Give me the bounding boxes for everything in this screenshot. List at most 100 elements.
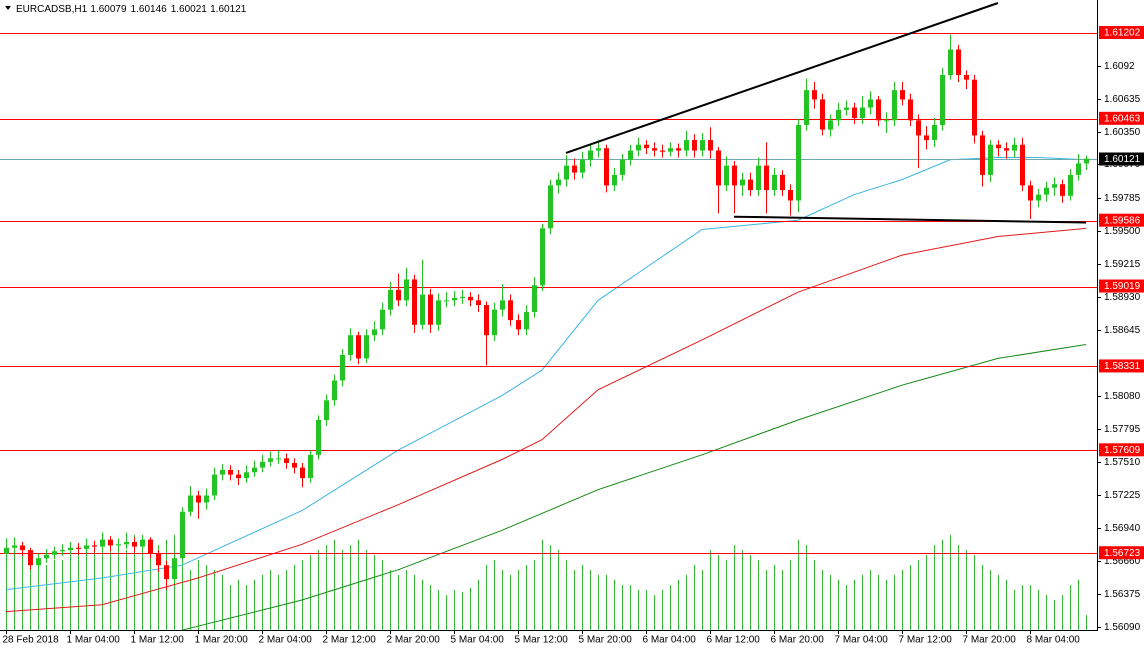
candle-body bbox=[620, 159, 625, 175]
candle-body bbox=[812, 90, 817, 100]
y-tick-label: 1.59215 bbox=[1104, 259, 1141, 270]
symbol: EURCADSB,H1 bbox=[16, 4, 88, 15]
level-label-box bbox=[1099, 213, 1144, 227]
candle-body bbox=[108, 539, 113, 546]
candle-body bbox=[228, 469, 233, 475]
candle-body bbox=[628, 150, 633, 160]
candle-body bbox=[772, 174, 777, 191]
candle-body bbox=[452, 298, 457, 301]
candle-body bbox=[972, 79, 977, 136]
candle-body bbox=[604, 148, 609, 186]
candle-body bbox=[644, 144, 649, 149]
candle-body bbox=[204, 495, 209, 503]
candle-body bbox=[12, 545, 17, 548]
candle-body bbox=[124, 541, 129, 545]
y-tick-label: 1.6092 bbox=[1104, 61, 1135, 72]
candle-body bbox=[1084, 158, 1089, 164]
trendline bbox=[565, 2, 999, 154]
candle-body bbox=[220, 469, 225, 475]
candle-body bbox=[804, 90, 809, 125]
candle-body bbox=[964, 75, 969, 80]
level-label: 1.59019 bbox=[1104, 281, 1141, 292]
candle-body bbox=[468, 296, 473, 301]
x-tick-label: 1 Mar 20:00 bbox=[195, 635, 249, 646]
candle-body bbox=[1036, 194, 1041, 201]
menu-triangle[interactable] bbox=[5, 6, 11, 10]
candle-body bbox=[780, 174, 785, 191]
candle-body bbox=[1068, 174, 1073, 196]
candle-body bbox=[116, 544, 121, 546]
candle-body bbox=[876, 99, 881, 121]
candle-body bbox=[524, 311, 529, 330]
candle-body bbox=[460, 296, 465, 299]
y-tick-label: 1.59785 bbox=[1104, 193, 1141, 204]
candle-body bbox=[420, 294, 425, 325]
candle-body bbox=[836, 109, 841, 121]
y-tick-label: 1.56375 bbox=[1104, 589, 1141, 600]
y-tick-label: 1.57510 bbox=[1104, 457, 1141, 468]
candle-body bbox=[612, 174, 617, 186]
candle-body bbox=[764, 165, 769, 191]
candle-body bbox=[180, 511, 185, 559]
candle-body bbox=[92, 545, 97, 547]
candle-body bbox=[1076, 163, 1081, 175]
candle-body bbox=[716, 150, 721, 186]
candle-body bbox=[212, 474, 217, 496]
header-open: 1.60079 bbox=[90, 4, 127, 15]
candle-body bbox=[76, 547, 81, 549]
candle-body bbox=[900, 90, 905, 100]
candle-body bbox=[1012, 144, 1017, 151]
header-close: 1.60121 bbox=[210, 4, 247, 15]
candle-body bbox=[748, 179, 753, 191]
candle-body bbox=[84, 545, 89, 549]
candle-body bbox=[60, 550, 65, 552]
x-tick-label: 6 Mar 12:00 bbox=[707, 635, 761, 646]
x-tick-label: 5 Mar 20:00 bbox=[579, 635, 633, 646]
candle-body bbox=[828, 120, 833, 130]
candle-body bbox=[148, 539, 153, 554]
price-label-box bbox=[1099, 152, 1144, 166]
candle-body bbox=[588, 150, 593, 160]
x-tick-label: 28 Feb 2018 bbox=[3, 635, 60, 646]
candle-body bbox=[332, 380, 337, 401]
candle-body bbox=[268, 458, 273, 462]
plot-area bbox=[0, 2, 1097, 631]
candle-body bbox=[892, 90, 897, 121]
candle-body bbox=[484, 305, 489, 336]
candle-body bbox=[596, 148, 601, 151]
candle-body bbox=[436, 300, 441, 325]
candle-body bbox=[580, 159, 585, 173]
x-tick-label: 8 Mar 04:00 bbox=[1027, 635, 1081, 646]
header-high: 1.60146 bbox=[131, 4, 168, 15]
candle-body bbox=[540, 228, 545, 286]
candle-body bbox=[684, 140, 689, 151]
candle-body bbox=[532, 285, 537, 312]
y-tick-label: 1.58645 bbox=[1104, 325, 1141, 336]
candle-body bbox=[956, 49, 961, 76]
y-tick-label: 1.56660 bbox=[1104, 556, 1141, 567]
candle-body bbox=[860, 107, 865, 119]
candle-body bbox=[660, 150, 665, 152]
candle-body bbox=[172, 558, 177, 580]
candle-body bbox=[132, 541, 137, 547]
candle-body bbox=[948, 49, 953, 76]
candle-body bbox=[980, 135, 985, 175]
candle-body bbox=[196, 495, 201, 503]
chart-header: EURCADSB,H1 1.60079 1.60146 1.60021 1.60121 bbox=[16, 4, 247, 15]
candle-body bbox=[28, 550, 33, 566]
candle-body bbox=[852, 107, 857, 119]
candle-body bbox=[700, 140, 705, 151]
level-label: 1.60463 bbox=[1104, 113, 1141, 124]
level-label-box bbox=[1099, 25, 1144, 39]
candle-body bbox=[292, 462, 297, 468]
level-label-box bbox=[1099, 279, 1144, 293]
level-label: 1.59586 bbox=[1104, 215, 1141, 226]
x-tick-label: 1 Mar 12:00 bbox=[131, 635, 185, 646]
candle-body bbox=[36, 558, 41, 566]
candle-body bbox=[636, 144, 641, 151]
candle-body bbox=[428, 294, 433, 325]
candle-body bbox=[380, 309, 385, 330]
candle-body bbox=[316, 420, 321, 455]
candle-body bbox=[652, 148, 657, 151]
